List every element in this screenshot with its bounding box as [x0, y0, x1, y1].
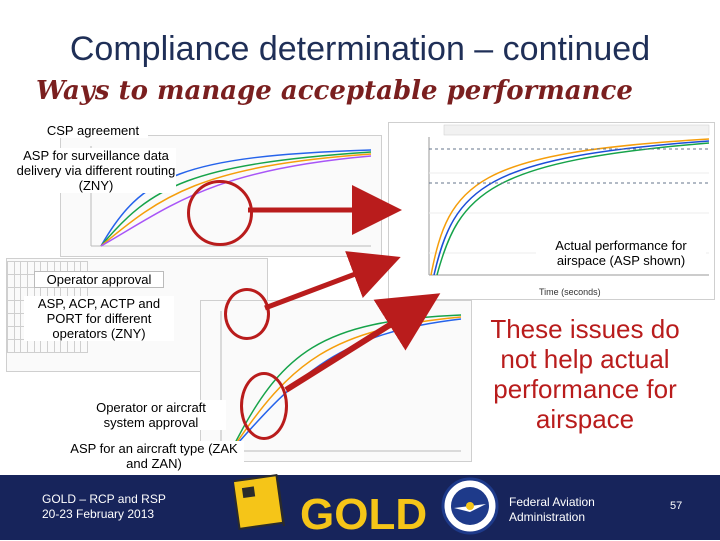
- faa-name: Federal Aviation Administration: [509, 495, 595, 525]
- label-csp-agreement: CSP agreement: [38, 123, 148, 138]
- actual-performance-plot: [428, 124, 710, 276]
- gold-book-icon: [231, 468, 290, 530]
- footer-line1: GOLD – RCP and RSP: [42, 492, 166, 506]
- footer-bar: [0, 475, 720, 540]
- label-operator-approval: Operator approval: [34, 271, 164, 288]
- label-asp-surveillance: ASP for surveillance data delivery via d…: [16, 148, 176, 193]
- circle-highlight-middle: [224, 288, 270, 340]
- faa-seal-icon-svg: [441, 477, 499, 535]
- x-axis-label: Time (seconds): [539, 287, 601, 297]
- faa-line2: Administration: [509, 510, 586, 524]
- issues-text: These issues do not help actual performa…: [490, 314, 680, 434]
- label-asp-acp: ASP, ACP, ACTP and PORT for different op…: [24, 296, 174, 341]
- gold-book-icon-svg: [231, 474, 285, 530]
- circle-highlight-bottom: [240, 372, 288, 440]
- footer-line2: 20-23 February 2013: [42, 507, 155, 521]
- page-number: 57: [670, 500, 683, 512]
- circle-highlight-top: [187, 180, 253, 246]
- actual-performance-chart: Time (seconds): [388, 122, 715, 300]
- label-asp-aircraft: ASP for an aircraft type (ZAK and ZAN): [64, 441, 244, 471]
- label-actual-performance: Actual performance for airspace (ASP sho…: [536, 238, 706, 268]
- faa-seal-icon: [440, 476, 500, 536]
- footer-event: GOLD – RCP and RSP 20-23 February 2013: [42, 492, 166, 522]
- label-operator-aircraft: Operator or aircraft system approval: [76, 400, 226, 430]
- gold-wordmark: GOLD: [300, 490, 428, 539]
- faa-line1: Federal Aviation: [509, 495, 595, 509]
- slide-subtitle: Ways to manage acceptable performance: [36, 76, 633, 106]
- slide-title: Compliance determination – continued: [69, 30, 651, 68]
